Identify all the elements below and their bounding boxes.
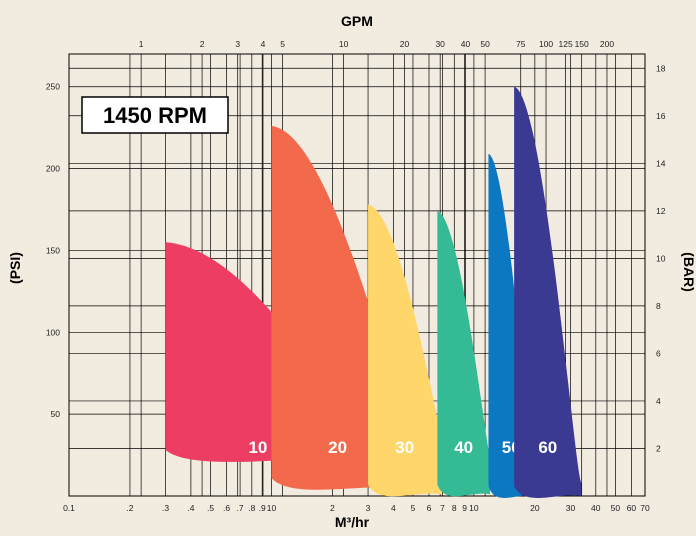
band-label-60: 60 — [538, 438, 557, 457]
bottom-tick-label: 40 — [591, 503, 601, 513]
bottom-tick-label: 6 — [427, 503, 432, 513]
band-30 — [368, 204, 442, 497]
bottom-tick-label: 60 — [627, 503, 637, 513]
bottom-tick-label: 4 — [391, 503, 396, 513]
bottom-tick-label: 50 — [611, 503, 621, 513]
bottom-tick-label: .2 — [126, 503, 133, 513]
bottom-tick-label: 30 — [566, 503, 576, 513]
rpm-title-box: 1450 RPM — [81, 96, 229, 134]
performance-bands: 10 20 30 40 50 60 — [165, 86, 582, 498]
left-tick-label: 150 — [46, 245, 60, 255]
bottom-axis-title: M³/hr — [335, 514, 370, 530]
left-tick-label: 250 — [46, 82, 60, 92]
band-label-40: 40 — [454, 438, 473, 457]
chart-title: 1450 RPM — [103, 103, 207, 128]
band-40 — [437, 211, 490, 497]
bottom-tick-label: .8 — [248, 503, 255, 513]
top-tick-label: 20 — [400, 39, 410, 49]
left-axis-title: (PSI) — [7, 252, 23, 284]
bottom-tick-label: 0.1 — [63, 503, 75, 513]
left-tick-label: 50 — [51, 409, 61, 419]
top-tick-label: 1 — [139, 39, 144, 49]
top-tick-label: 4 — [261, 39, 266, 49]
bottom-tick-label: 5 — [411, 503, 416, 513]
right-tick-label: 4 — [656, 396, 661, 406]
top-tick-label: 125 — [559, 39, 573, 49]
right-tick-label: 10 — [656, 253, 666, 263]
bottom-tick-label: 70 — [640, 503, 650, 513]
bottom-tick-label: .7 — [237, 503, 244, 513]
top-tick-label: 30 — [435, 39, 445, 49]
band-60 — [514, 86, 582, 498]
top-tick-label: 100 — [539, 39, 553, 49]
bottom-tick-label: 20 — [530, 503, 540, 513]
right-tick-label: 2 — [656, 443, 661, 453]
right-tick-label: 16 — [656, 111, 666, 121]
right-tick-label: 6 — [656, 348, 661, 358]
right-axis-title: (BAR) — [681, 252, 696, 292]
top-tick-label: 50 — [480, 39, 490, 49]
top-tick-label: 150 — [575, 39, 589, 49]
right-tick-label: 12 — [656, 206, 666, 216]
bottom-tick-label: 10 — [267, 503, 277, 513]
bottom-tick-label: .5 — [207, 503, 214, 513]
bottom-tick-label: 8 — [452, 503, 457, 513]
bottom-tick-label: 2 — [330, 503, 335, 513]
bottom-tick-label: 3 — [366, 503, 371, 513]
axis-ticks: 0.1.2.3.4.5.6.7.8.9 10 2 3 4 5 6 7 8 9 10 20 30 40 50 6… — [46, 39, 666, 513]
top-tick-label: 200 — [600, 39, 614, 49]
right-tick-label: 8 — [656, 301, 661, 311]
top-tick-label: 3 — [235, 39, 240, 49]
top-tick-label: 75 — [516, 39, 526, 49]
right-tick-label: 18 — [656, 63, 666, 73]
top-tick-label: 40 — [461, 39, 471, 49]
bottom-tick-label: 9 — [462, 503, 467, 513]
top-axis-title: GPM — [341, 13, 373, 29]
top-tick-label: 10 — [339, 39, 349, 49]
bottom-tick-label: .4 — [187, 503, 194, 513]
right-tick-label: 14 — [656, 158, 666, 168]
left-tick-label: 200 — [46, 164, 60, 174]
band-label-10: 10 — [248, 438, 267, 457]
bottom-tick-label: .6 — [223, 503, 230, 513]
top-tick-label: 5 — [280, 39, 285, 49]
bottom-tick-label: .9 — [259, 503, 266, 513]
band-label-20: 20 — [328, 438, 347, 457]
bottom-tick-label: 10 — [469, 503, 479, 513]
band-label-30: 30 — [395, 438, 414, 457]
left-tick-label: 100 — [46, 327, 60, 337]
bottom-tick-label: .3 — [162, 503, 169, 513]
top-tick-label: 2 — [200, 39, 205, 49]
bottom-tick-label: 7 — [440, 503, 445, 513]
